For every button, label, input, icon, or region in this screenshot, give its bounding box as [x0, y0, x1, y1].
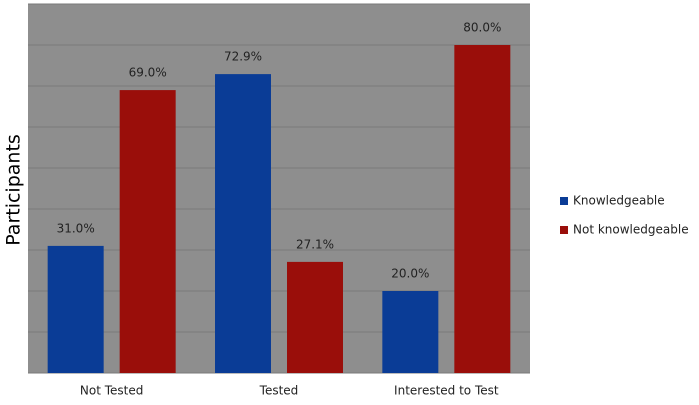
- bar: [215, 74, 271, 374]
- bar: [287, 261, 343, 373]
- bar: [47, 245, 104, 373]
- x-tick-label: Not Tested: [80, 384, 143, 398]
- bar: [454, 45, 511, 373]
- legend-swatch: [560, 197, 568, 205]
- data-label: 72.9%: [224, 50, 262, 64]
- data-label: 20.0%: [391, 267, 429, 281]
- data-label: 27.1%: [296, 237, 334, 251]
- plot-area: [28, 4, 530, 373]
- data-label: 80.0%: [463, 21, 501, 35]
- bar: [382, 291, 439, 373]
- legend-label: Not knowledgeable: [573, 223, 689, 237]
- y-axis-label: Participants: [3, 134, 25, 246]
- legend-label: Knowledgeable: [573, 194, 665, 208]
- bar: [119, 90, 176, 373]
- x-tick-label: Tested: [259, 384, 299, 398]
- data-label: 69.0%: [129, 66, 167, 80]
- x-tick-label: Interested to Test: [394, 384, 499, 398]
- legend-swatch: [560, 226, 568, 234]
- data-label: 31.0%: [57, 221, 95, 235]
